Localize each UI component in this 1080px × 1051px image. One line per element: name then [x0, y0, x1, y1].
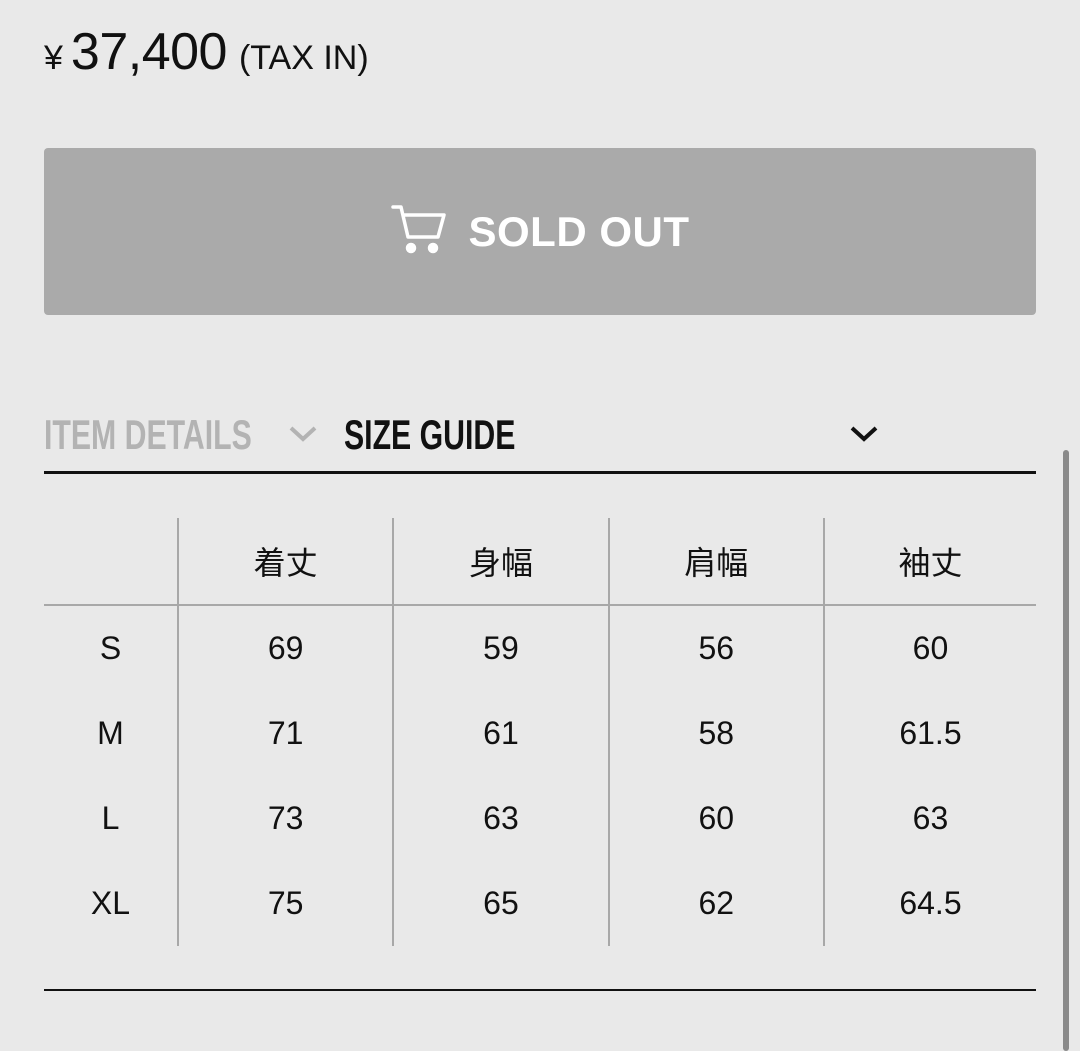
- size-guide-table: 着丈 身幅 肩幅 袖丈 S 69 59 56 60 M 71 61 58 61.5 L 73 63 60 6…: [44, 518, 1036, 946]
- measurement-cell: 60: [607, 776, 824, 861]
- measurement-cell: 63: [822, 776, 1036, 861]
- size-label: L: [101, 800, 120, 836]
- table-row: M 71 61 58 61.5: [44, 691, 1036, 776]
- measurement-cell: 60: [822, 605, 1036, 691]
- measurement-cell: 73: [176, 776, 394, 861]
- tax-note: (TAX IN): [238, 39, 369, 77]
- price-amount: 37,400: [70, 23, 228, 81]
- price: ¥ 37,400 (TAX IN): [44, 22, 369, 82]
- currency-symbol: ¥: [44, 39, 63, 77]
- tabs-divider: [44, 471, 1036, 474]
- size-label: S: [99, 630, 122, 666]
- measurement-cell: 62: [607, 861, 824, 946]
- product-tabs: ITEM DETAILS SIZE GUIDE: [44, 410, 878, 460]
- measurement-cell: 65: [392, 861, 609, 946]
- chevron-down-icon: [850, 426, 878, 442]
- header-cell: 肩幅: [607, 518, 824, 606]
- header-cell: 着丈: [176, 518, 394, 606]
- measurement-cell: 71: [176, 691, 394, 776]
- table-row: L 73 63 60 63: [44, 776, 1036, 861]
- measurement-cell: 61.5: [822, 691, 1036, 776]
- header-cell: 袖丈: [822, 518, 1036, 606]
- measurement-cell: 61: [392, 691, 609, 776]
- tab-size-guide[interactable]: SIZE GUIDE: [344, 410, 878, 460]
- measurement-cell: 59: [392, 605, 609, 691]
- table-row: XL 75 65 62 64.5: [44, 861, 1036, 946]
- table-header-row: 着丈 身幅 肩幅 袖丈: [44, 518, 1036, 606]
- header-cell: [44, 518, 178, 606]
- chevron-down-icon: [289, 426, 317, 442]
- tab-label: ITEM DETAILS: [44, 411, 252, 458]
- measurement-cell: 63: [392, 776, 609, 861]
- measurement-cell: 64.5: [822, 861, 1036, 946]
- table-bottom-divider: [44, 989, 1036, 991]
- header-cell: 身幅: [392, 518, 609, 606]
- measurement-cell: 69: [176, 605, 394, 691]
- measurement-cell: 56: [607, 605, 824, 691]
- tab-item-details[interactable]: ITEM DETAILS: [44, 410, 344, 460]
- measurement-cell: 75: [176, 861, 394, 946]
- table-row: S 69 59 56 60: [44, 605, 1036, 691]
- size-label: M: [97, 715, 124, 751]
- size-label: XL: [90, 885, 131, 921]
- cart-icon: [390, 204, 446, 253]
- measurement-cell: 58: [607, 691, 824, 776]
- sold-out-button[interactable]: SOLD OUT: [44, 148, 1036, 315]
- tab-label: SIZE GUIDE: [344, 411, 516, 458]
- scrollbar[interactable]: [1063, 450, 1069, 1051]
- sold-out-label: SOLD OUT: [468, 207, 690, 255]
